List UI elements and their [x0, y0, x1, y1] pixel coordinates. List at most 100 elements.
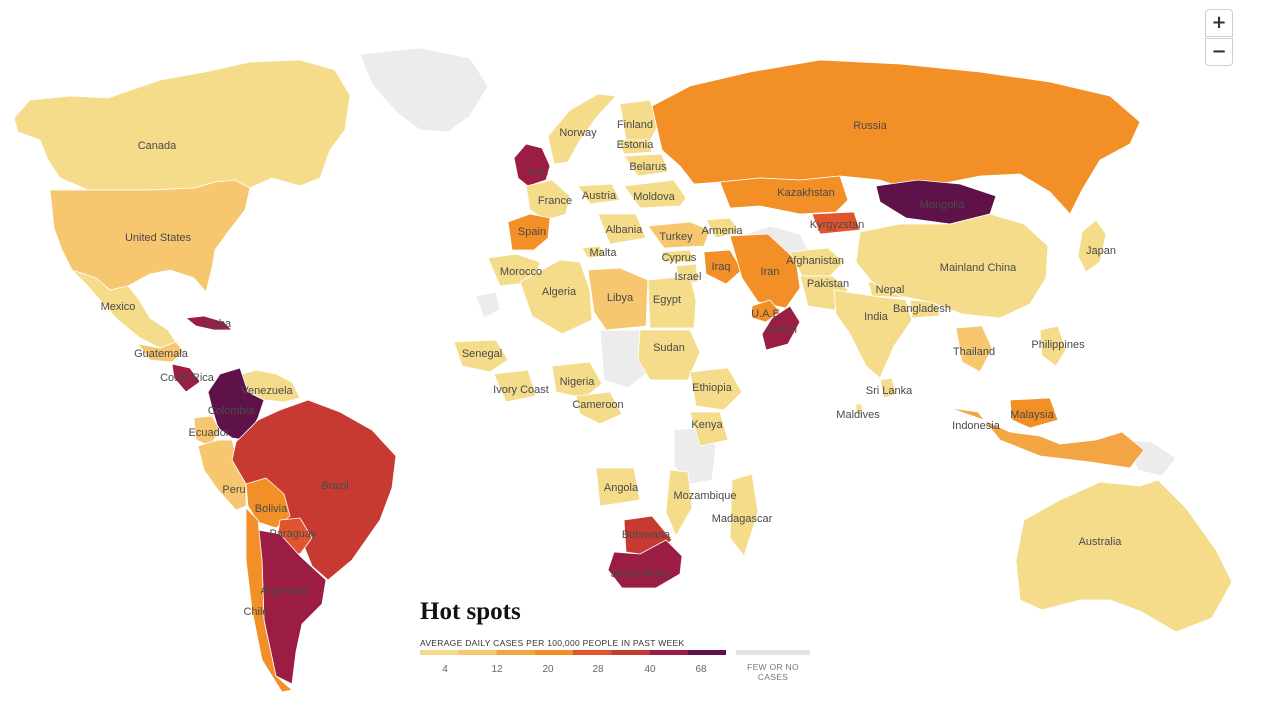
- country-label: Cameroon: [572, 399, 623, 411]
- country-shape[interactable]: [245, 507, 293, 693]
- legend-color-scale: [420, 650, 726, 655]
- country-label: Kazakhstan: [777, 187, 834, 199]
- country-shape[interactable]: [519, 259, 593, 335]
- country-shape[interactable]: [607, 539, 683, 589]
- legend-color-step: [534, 650, 574, 655]
- legend-tick: 68: [695, 664, 707, 675]
- country-label: Estonia: [617, 139, 655, 151]
- country-label: Thailand: [953, 346, 995, 358]
- country-label: Chile: [243, 606, 268, 618]
- country-shape[interactable]: [789, 247, 845, 277]
- country-shape[interactable]: [623, 179, 687, 209]
- legend-tick: 20: [542, 664, 554, 675]
- country-label: Bolivia: [255, 503, 288, 515]
- country-shape[interactable]: [665, 469, 693, 537]
- country-label: South Africa: [610, 568, 670, 580]
- country-label: Moldova: [633, 191, 675, 203]
- country-shape[interactable]: [637, 329, 701, 381]
- country-label: Argentina: [260, 585, 308, 597]
- country-shape[interactable]: [661, 249, 695, 263]
- country-shape[interactable]: [647, 275, 697, 329]
- country-shape[interactable]: [507, 213, 551, 251]
- country-shape[interactable]: [833, 289, 913, 379]
- country-shape[interactable]: [453, 339, 509, 373]
- country-label: Oman: [767, 324, 797, 336]
- country-shape[interactable]: [617, 139, 653, 155]
- country-shape[interactable]: [1039, 325, 1067, 367]
- country-label: Mozambique: [674, 490, 737, 502]
- country-shape-no-data[interactable]: [599, 329, 649, 389]
- country-label: France: [538, 195, 572, 207]
- country-shape[interactable]: [171, 363, 201, 393]
- country-shape[interactable]: [647, 221, 711, 249]
- country-shape[interactable]: [619, 99, 659, 149]
- country-shape[interactable]: [703, 249, 743, 285]
- zoom-out-button[interactable]: −: [1205, 38, 1233, 66]
- country-shape[interactable]: [719, 175, 849, 215]
- legend-color-step: [687, 650, 726, 655]
- country-label: U.A.E.: [751, 308, 783, 320]
- country-shape[interactable]: [513, 143, 551, 187]
- zoom-in-button[interactable]: +: [1205, 9, 1233, 37]
- country-label: India: [864, 311, 889, 323]
- country-shape[interactable]: [761, 305, 801, 351]
- country-label: Colombia: [208, 405, 255, 417]
- country-shape[interactable]: [551, 361, 603, 399]
- country-shape[interactable]: [855, 213, 1049, 319]
- country-label: Indonesia: [952, 420, 1001, 432]
- country-label: Nepal: [876, 284, 905, 296]
- country-label: Malta: [590, 247, 618, 259]
- country-label: Russia: [853, 120, 888, 132]
- country-shape[interactable]: [71, 269, 177, 349]
- country-shape[interactable]: [137, 341, 185, 363]
- country-shape[interactable]: [879, 377, 897, 399]
- country-shape[interactable]: [729, 233, 801, 309]
- country-shape[interactable]: [855, 403, 863, 415]
- country-shape[interactable]: [577, 183, 621, 205]
- country-shape[interactable]: [729, 473, 759, 557]
- country-shape[interactable]: [1015, 479, 1233, 633]
- country-label: Maldives: [836, 409, 880, 421]
- country-shape[interactable]: [13, 59, 351, 191]
- country-shape[interactable]: [1009, 397, 1059, 429]
- country-label: Sudan: [653, 342, 685, 354]
- country-shape[interactable]: [811, 211, 861, 235]
- country-shape[interactable]: [525, 179, 571, 221]
- country-shape-no-data[interactable]: [475, 291, 501, 319]
- country-label: Philippines: [1031, 339, 1085, 351]
- legend-tick: 12: [491, 664, 503, 675]
- country-label: Pakistan: [807, 278, 849, 290]
- country-shape[interactable]: [493, 369, 537, 403]
- country-shape[interactable]: [623, 153, 669, 177]
- country-shape[interactable]: [587, 267, 649, 331]
- country-label: Kenya: [691, 419, 723, 431]
- country-shape[interactable]: [689, 367, 743, 411]
- country-shape[interactable]: [595, 467, 641, 507]
- country-label: Botswana: [622, 529, 671, 541]
- country-shape[interactable]: [955, 325, 993, 373]
- country-shape[interactable]: [193, 415, 221, 447]
- country-label: Malaysia: [1010, 409, 1054, 421]
- country-label: United States: [125, 232, 192, 244]
- country-label: Australia: [1079, 536, 1123, 548]
- country-label: Canada: [138, 140, 177, 152]
- country-label: Sri Lanka: [866, 385, 913, 397]
- country-label: Albania: [606, 224, 644, 236]
- country-shape[interactable]: [689, 411, 729, 447]
- country-shape[interactable]: [547, 93, 617, 165]
- country-shape[interactable]: [231, 399, 397, 581]
- country-shape-no-data[interactable]: [359, 47, 489, 133]
- legend-color-step: [496, 650, 536, 655]
- legend-subtitle: AVERAGE DAILY CASES PER 100,000 PEOPLE I…: [420, 638, 685, 648]
- country-shape[interactable]: [949, 407, 1145, 469]
- country-shape[interactable]: [581, 245, 605, 259]
- country-shape[interactable]: [185, 315, 233, 331]
- country-shape[interactable]: [705, 217, 741, 239]
- country-shape[interactable]: [1077, 219, 1107, 273]
- country-label: Ivory Coast: [493, 384, 549, 396]
- country-label: Kyrgyzstan: [810, 219, 864, 231]
- country-shape[interactable]: [575, 391, 623, 425]
- country-label: Cyprus: [662, 252, 697, 264]
- country-shape[interactable]: [597, 213, 647, 245]
